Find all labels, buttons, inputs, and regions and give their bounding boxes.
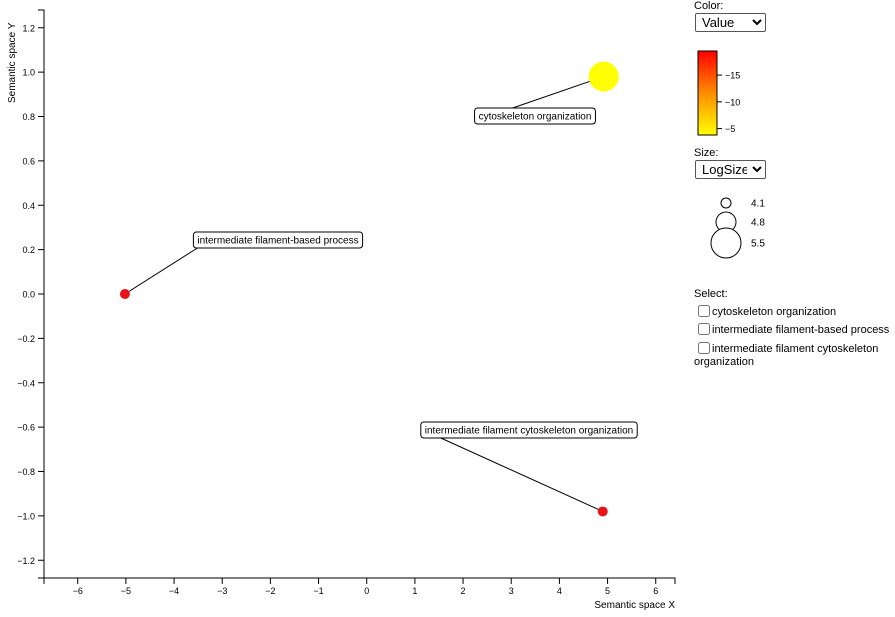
select-checkbox[interactable] <box>698 342 710 354</box>
color-legend-bar <box>697 50 718 136</box>
x-tick-label: 6 <box>653 586 658 596</box>
y-tick-label: −0.2 <box>17 334 35 344</box>
size-legend-label: 4.8 <box>751 218 765 229</box>
size-legend-circle <box>720 197 732 209</box>
point-label-box <box>474 107 596 125</box>
size-legend-label: 5.5 <box>751 239 765 250</box>
select-item-intermediate-filament-based-process[interactable]: intermediate filament-based process <box>694 323 894 337</box>
color-legend-tick-label: −10 <box>725 97 740 107</box>
color-legend-tick-label: −5 <box>725 124 735 134</box>
point-label: intermediate filament cytoskeleton organ… <box>425 426 633 437</box>
data-point: intermediate filament-based process <box>119 231 364 299</box>
select-control-label: Select: <box>694 288 728 300</box>
x-tick-label: −1 <box>313 586 323 596</box>
y-tick-label: 0.6 <box>22 156 35 166</box>
point-label-box <box>192 231 364 249</box>
point-marker <box>597 506 608 517</box>
select-checkbox[interactable] <box>698 323 710 335</box>
size-legend-circle <box>710 227 742 259</box>
size-select[interactable]: LogSize <box>695 160 766 179</box>
color-legend: −15 −10 −5 <box>697 50 740 136</box>
select-item-label: intermediate filament cytoskeleton organ… <box>694 343 879 368</box>
y-tick-label: 0.0 <box>22 290 35 300</box>
select-item-label: cytoskeleton organization <box>712 306 837 318</box>
select-item-intermediate-filament-cytoskeleton-organization[interactable]: intermediate filament cytoskeleton organ… <box>694 342 894 369</box>
x-axis-label: Semantic space X <box>594 600 675 611</box>
y-tick-label: 1.2 <box>22 23 35 33</box>
color-control-label: Color: <box>694 0 724 12</box>
y-tick-label: 0.2 <box>22 245 35 255</box>
point-marker <box>119 289 130 299</box>
y-axis-label: Semantic space Y <box>7 22 18 103</box>
size-legend: 4.1 4.8 5.5 <box>710 197 765 259</box>
y-tick-label: 1.0 <box>22 68 35 78</box>
select-item-cytoskeleton-organization[interactable]: cytoskeleton organization <box>694 305 894 319</box>
point-label: cytoskeleton organization <box>479 112 592 123</box>
x-tick-label: −5 <box>121 586 131 596</box>
x-tick-label: 3 <box>509 586 514 596</box>
x-tick-label: 2 <box>461 586 466 596</box>
data-point: cytoskeleton organization <box>474 61 619 125</box>
data-marks: cytoskeleton organization intermediate fi… <box>119 61 638 517</box>
leader-line <box>512 76 604 109</box>
select-checkbox[interactable] <box>698 305 710 317</box>
size-control-label: Size: <box>694 147 719 159</box>
leader-line <box>124 247 198 295</box>
x-tick-label: −6 <box>73 586 83 596</box>
size-legend-label: 4.1 <box>751 199 765 210</box>
x-tick-label: 5 <box>605 586 610 596</box>
point-label: intermediate filament-based process <box>197 236 358 247</box>
leader-line <box>440 437 603 512</box>
data-point: intermediate filament cytoskeleton organ… <box>420 421 638 517</box>
y-tick-label: −1.2 <box>17 556 35 566</box>
x-axis-line <box>43 577 676 584</box>
x-tick-label: −3 <box>217 586 227 596</box>
x-tick-label: −4 <box>169 586 179 596</box>
y-tick-label: 0.4 <box>22 201 35 211</box>
x-tick-label: 1 <box>412 586 417 596</box>
x-tick-label: 0 <box>364 586 369 596</box>
select-item-label: intermediate filament-based process <box>712 324 890 336</box>
y-tick-label: −0.4 <box>17 378 35 388</box>
y-tick-label: 0.8 <box>22 112 35 122</box>
axes: 1.2 1.0 0.8 0.6 0.4 0.2 0.0 −0.2 −0.4 −0.6 −0.8 −1.… <box>17 9 676 596</box>
y-tick-label: −0.6 <box>17 423 35 433</box>
y-tick-label: −1.0 <box>17 511 35 521</box>
color-select[interactable]: Value <box>695 13 766 32</box>
x-tick-label: 4 <box>557 586 562 596</box>
y-tick-label: −0.8 <box>17 467 35 477</box>
point-label-box <box>420 421 638 439</box>
color-legend-tick-label: −15 <box>725 71 740 81</box>
x-tick-label: −2 <box>265 586 275 596</box>
point-marker <box>588 61 619 92</box>
